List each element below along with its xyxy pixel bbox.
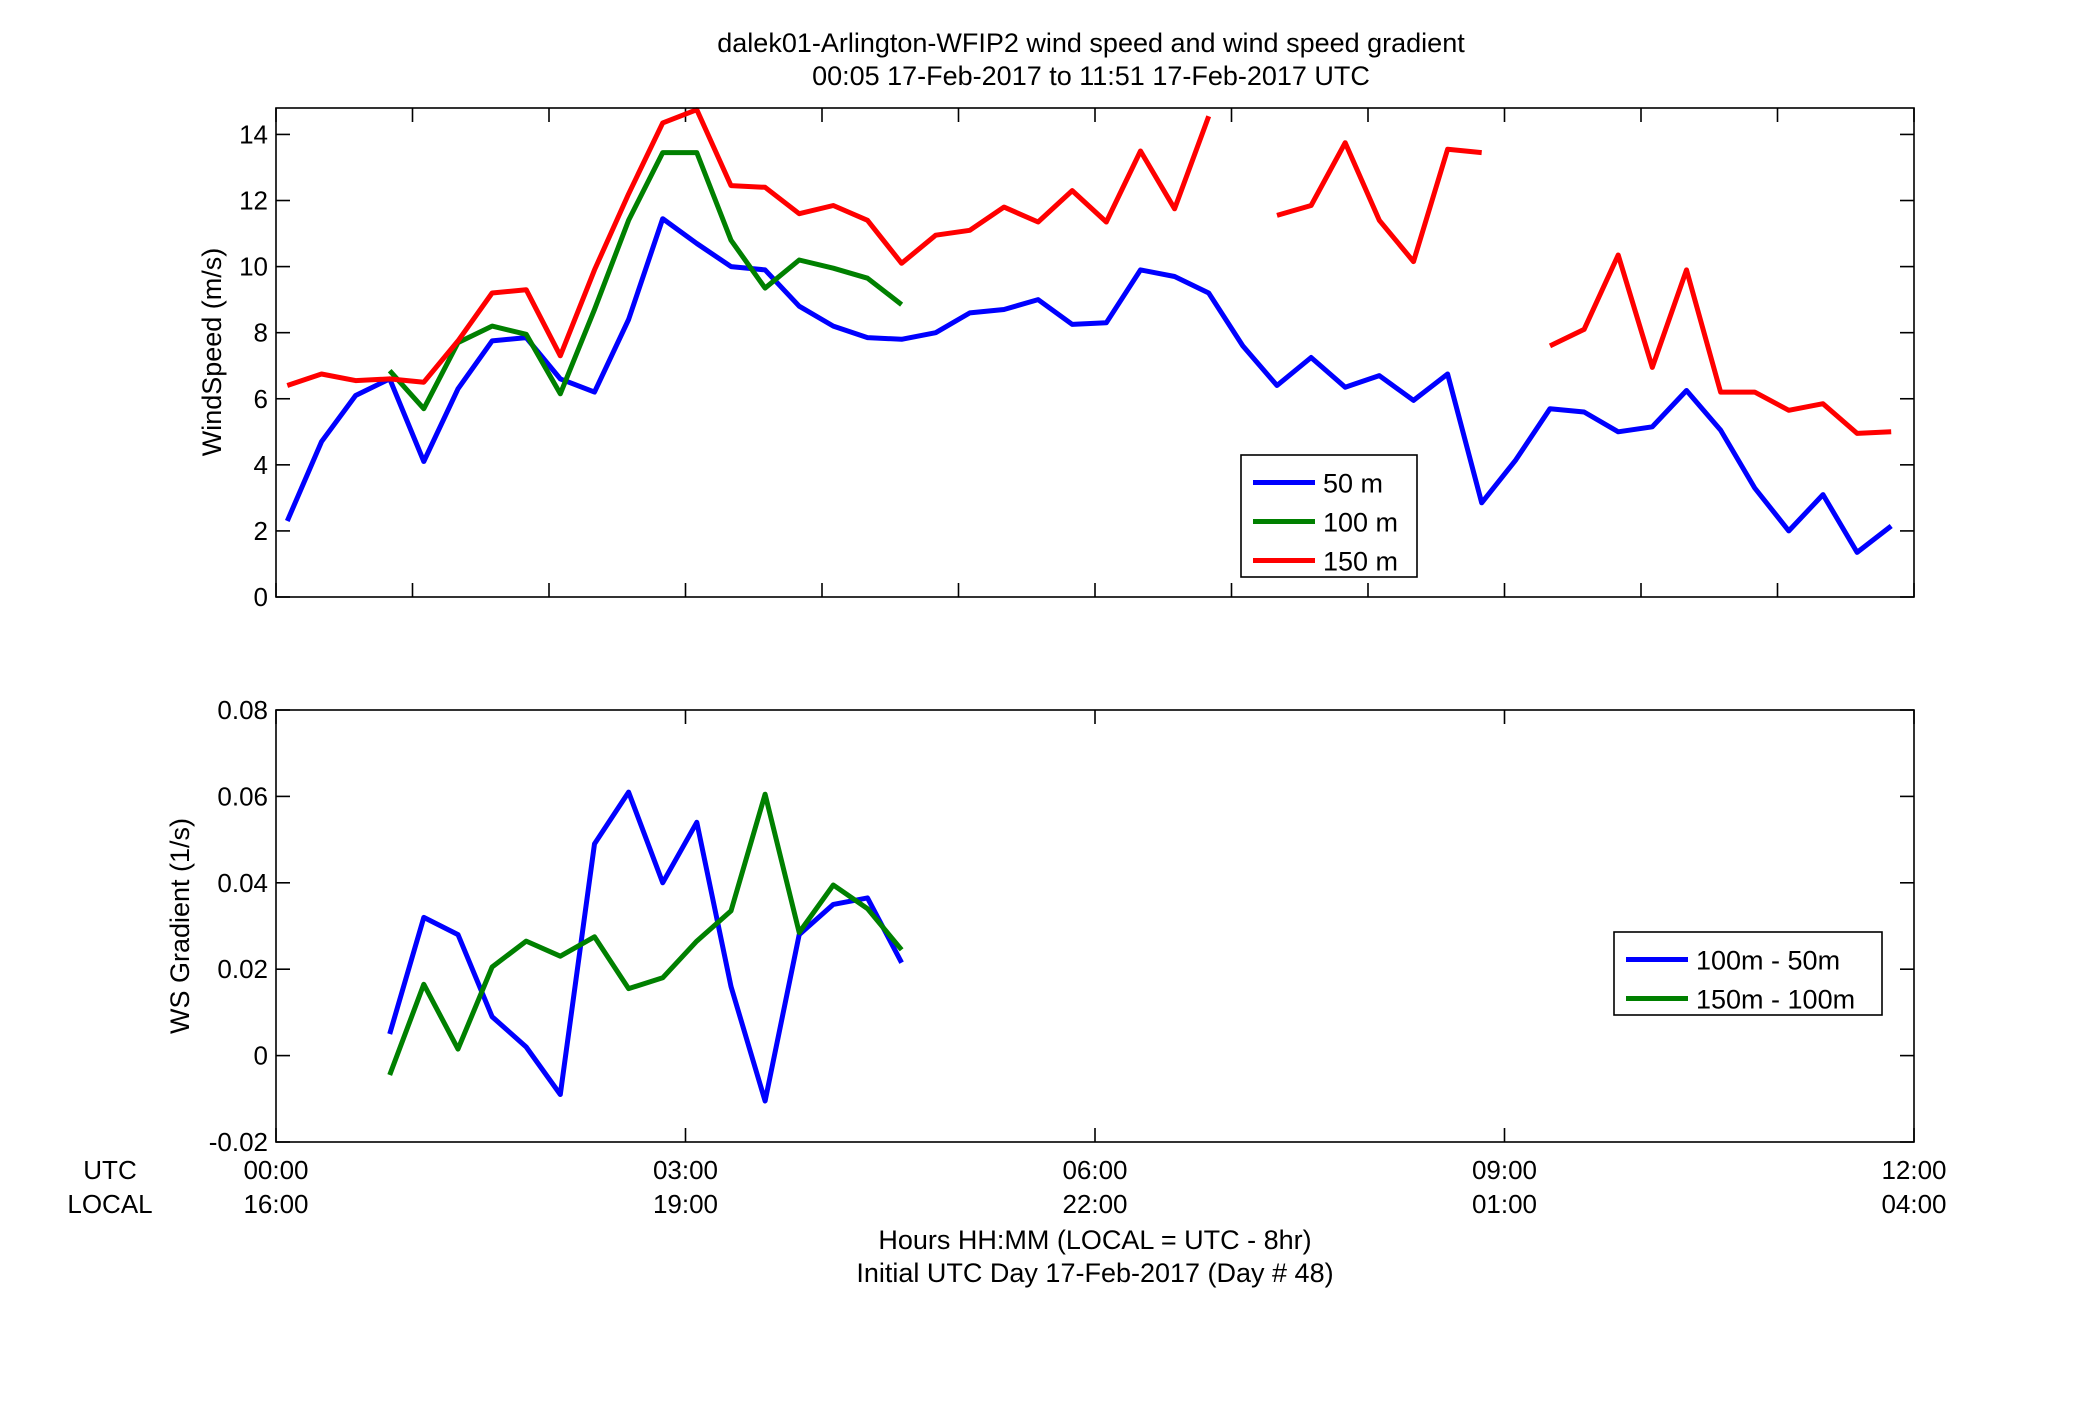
legend-label-100m-50m: 100m - 50m [1696,946,1840,976]
x-tick-label-local: 01:00 [1472,1189,1537,1219]
x-tick-label-utc: 00:00 [243,1155,308,1185]
gradient-axes-frame [275,709,1915,1143]
x-tick-label-utc: 12:00 [1881,1155,1946,1185]
series-line-150-m [286,107,1892,436]
series-line-150m-100m [387,791,904,1076]
windspeed-series [285,107,1893,555]
windspeed-y-tick-label: 2 [254,516,268,546]
gradient-y-tick-label: 0 [254,1041,268,1071]
gradient-y-tick-label: 0.06 [217,781,268,811]
figure-title-line1: dalek01-Arlington-WFIP2 wind speed and w… [717,28,1465,58]
windspeed-axes-frame [275,107,1915,598]
gradient-panel: -0.02 0 0.02 0.04 0.06 0.08 WS Gradient (1/s)… [165,695,1947,1219]
windspeed-y-tick-label: 8 [254,318,268,348]
gradient-y-tick-label: -0.02 [209,1127,268,1157]
x-tick-label-local: 19:00 [653,1189,718,1219]
gradient-legend-box [1613,931,1883,1016]
gradient-y-tick-label: 0.02 [217,954,268,984]
series-line-50-m [285,216,1893,555]
windspeed-y-tick-label: 6 [254,384,268,414]
gradient-series [387,789,904,1104]
series-line-100-m [387,150,904,412]
gradient-y-tick-label: 0.04 [217,868,268,898]
windspeed-legend-box [1240,454,1418,578]
windspeed-y-tick-label: 14 [239,119,268,149]
legend-label-150m-100m: 150m - 100m [1696,985,1855,1015]
x-axis-label-line2: Initial UTC Day 17-Feb-2017 (Day # 48) [856,1258,1333,1288]
local-row-label: LOCAL [67,1189,152,1219]
windspeed-legend: 50 m 100 m 150 m [1240,454,1418,578]
legend-label-150-m: 150 m [1323,547,1398,577]
windspeed-y-tick-label: 10 [239,252,268,282]
x-tick-label-local: 22:00 [1062,1189,1127,1219]
x-tick-label-utc: 03:00 [653,1155,718,1185]
series-line-100m-50m [387,789,904,1104]
windspeed-panel: 0 2 4 6 8 10 12 14 WindSpeed (m/s) 50 m 100 m 150… [197,107,1915,612]
x-tick-label-local: 16:00 [243,1189,308,1219]
x-tick-label-utc: 06:00 [1062,1155,1127,1185]
x-axis-label-line1: Hours HH:MM (LOCAL = UTC - 8hr) [878,1225,1311,1255]
windspeed-y-axis-label: WindSpeed (m/s) [197,248,227,457]
gradient-y-axis-label: WS Gradient (1/s) [165,818,195,1034]
windspeed-y-tick-label: 0 [254,582,268,612]
windspeed-y-tick-label: 4 [254,450,268,480]
x-tick-label-local: 04:00 [1881,1189,1946,1219]
gradient-y-tick-label: 0.08 [217,695,268,725]
utc-row-label: UTC [83,1155,136,1185]
gradient-legend: 100m - 50m 150m - 100m [1613,931,1883,1016]
windspeed-ticks [275,108,1915,598]
windspeed-y-tick-label: 12 [239,186,268,216]
legend-label-100-m: 100 m [1323,508,1398,538]
windspeed-y-tick-labels: 0 2 4 6 8 10 12 14 [239,119,268,612]
figure-title-line2: 00:05 17-Feb-2017 to 11:51 17-Feb-2017 U… [812,61,1370,91]
gradient-y-tick-labels: -0.02 0 0.02 0.04 0.06 0.08 [209,695,268,1157]
x-tick-label-utc: 09:00 [1472,1155,1537,1185]
gradient-x-tick-labels: 00:00 16:00 03:00 19:00 06:00 22:00 09:00 01:00… [243,1155,1946,1219]
legend-label-50-m: 50 m [1323,469,1383,499]
